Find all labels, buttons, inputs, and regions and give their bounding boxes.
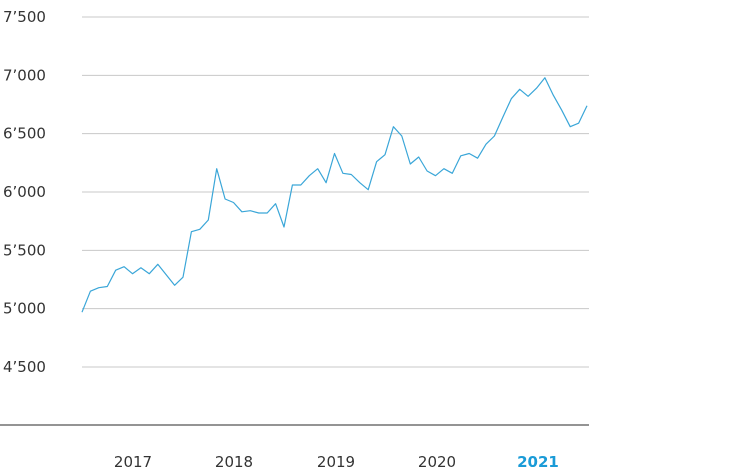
- y-tick-label: 5’000: [3, 300, 46, 318]
- gridlines: [82, 16, 589, 368]
- y-tick-label: 5’500: [3, 241, 46, 259]
- y-tick-label: 6’500: [3, 125, 46, 143]
- y-tick-label: 6’000: [3, 183, 46, 201]
- series-group: [81, 77, 588, 313]
- series-line: [81, 77, 588, 313]
- x-tick-label: 2021: [517, 453, 559, 469]
- x-axis-tick-labels: 2017 2018 2019 2020 2021: [114, 453, 559, 469]
- y-axis-tick-labels: 7’500 7’000 6’500 6’000 5’500 5’000 4’500: [3, 8, 46, 376]
- x-tick-label: 2017: [114, 453, 152, 469]
- y-tick-label: 7’000: [3, 66, 46, 84]
- x-tick-label: 2019: [317, 453, 355, 469]
- y-tick-label: 7’500: [3, 8, 46, 26]
- x-tick-label: 2018: [215, 453, 253, 469]
- y-tick-label: 4’500: [3, 358, 46, 376]
- x-tick-label: 2020: [418, 453, 456, 469]
